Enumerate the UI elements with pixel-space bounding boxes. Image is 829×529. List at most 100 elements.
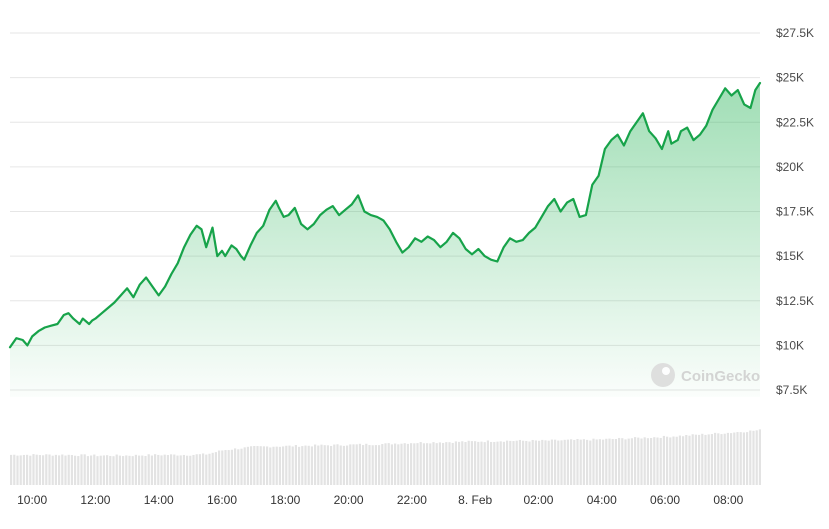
volume-bar bbox=[534, 440, 537, 485]
x-tick-label: 08:00 bbox=[713, 493, 743, 507]
volume-bar bbox=[138, 455, 141, 485]
volume-bar bbox=[224, 450, 227, 485]
volume-bar bbox=[157, 454, 160, 485]
volume-bar bbox=[458, 441, 461, 485]
volume-bar bbox=[320, 444, 323, 485]
volume-bar bbox=[496, 441, 499, 485]
volume-bar bbox=[250, 446, 253, 485]
price-area bbox=[8, 81, 762, 397]
volume-bar bbox=[333, 444, 336, 485]
volume-bar bbox=[384, 443, 387, 485]
volume-bar bbox=[294, 445, 297, 485]
volume-bar bbox=[586, 439, 589, 485]
x-tick-label: 14:00 bbox=[144, 493, 174, 507]
volume-bar bbox=[634, 437, 637, 485]
x-tick-label: 02:00 bbox=[523, 493, 553, 507]
x-tick-label: 10:00 bbox=[17, 493, 47, 507]
volume-bar bbox=[262, 446, 265, 485]
volume-bar bbox=[499, 441, 502, 485]
volume-bar bbox=[573, 439, 576, 485]
volume-bar bbox=[445, 442, 448, 485]
y-tick-label: $20K bbox=[776, 160, 804, 174]
volume-bar bbox=[672, 436, 675, 485]
x-tick-label: 16:00 bbox=[207, 493, 237, 507]
volume-bar bbox=[291, 446, 294, 485]
coingecko-logo-eye-icon bbox=[662, 367, 670, 375]
volume-bar bbox=[365, 443, 368, 485]
volume-bar bbox=[550, 439, 553, 485]
volume-bar bbox=[707, 434, 710, 485]
volume-bar bbox=[358, 443, 361, 485]
volume-bar bbox=[438, 442, 441, 485]
coingecko-watermark: CoinGecko bbox=[651, 363, 760, 387]
volume-bar bbox=[19, 455, 22, 485]
volume-bars bbox=[10, 429, 761, 485]
volume-bar bbox=[38, 455, 41, 485]
volume-bar bbox=[221, 450, 224, 485]
volume-bar bbox=[605, 438, 608, 485]
x-axis-ticks: 10:00 12:00 14:00 16:00 18:00 20:00 22:00 8. Fe… bbox=[17, 493, 744, 507]
volume-bar bbox=[701, 433, 704, 485]
volume-bar bbox=[742, 432, 745, 485]
volume-bar bbox=[614, 439, 617, 485]
volume-bar bbox=[554, 439, 557, 485]
volume-bar bbox=[259, 446, 262, 485]
volume-bar bbox=[675, 436, 678, 485]
volume-bar bbox=[202, 453, 205, 485]
volume-bar bbox=[346, 445, 349, 485]
price-area-fill bbox=[10, 83, 760, 397]
volume-bar bbox=[99, 455, 102, 485]
volume-bar bbox=[70, 455, 73, 485]
volume-bar bbox=[214, 452, 217, 485]
volume-bar bbox=[307, 445, 310, 485]
volume-bar bbox=[582, 439, 585, 485]
volume-bar bbox=[285, 445, 288, 485]
volume-bar bbox=[237, 449, 240, 485]
volume-bar bbox=[61, 454, 64, 485]
volume-bar bbox=[720, 434, 723, 485]
volume-bar bbox=[646, 438, 649, 485]
volume-bar bbox=[64, 455, 67, 485]
volume-bar bbox=[746, 432, 749, 485]
volume-bar bbox=[502, 441, 505, 485]
volume-bar bbox=[326, 445, 329, 485]
volume-bar bbox=[611, 439, 614, 485]
volume-bar bbox=[640, 438, 643, 485]
volume-bar bbox=[240, 448, 243, 485]
x-tick-label: 8. Feb bbox=[458, 493, 492, 507]
volume-bar bbox=[83, 454, 86, 485]
volume-bar bbox=[563, 439, 566, 485]
volume-bar bbox=[45, 454, 48, 485]
volume-bar bbox=[198, 454, 201, 485]
volume-bar bbox=[253, 446, 256, 485]
volume-bar bbox=[410, 443, 413, 485]
volume-bar bbox=[352, 444, 355, 485]
volume-bar bbox=[589, 440, 592, 485]
volume-bar bbox=[32, 454, 35, 485]
volume-bar bbox=[54, 454, 57, 485]
volume-bar bbox=[336, 444, 339, 485]
volume-bar bbox=[330, 445, 333, 485]
x-tick-label: 18:00 bbox=[270, 493, 300, 507]
volume-bar bbox=[26, 454, 29, 485]
volume-bar bbox=[490, 441, 493, 485]
volume-bar bbox=[179, 455, 182, 485]
volume-bar bbox=[131, 456, 134, 485]
volume-bar bbox=[541, 439, 544, 485]
volume-bar bbox=[560, 440, 563, 485]
volume-bar bbox=[77, 456, 80, 485]
volume-bar bbox=[397, 444, 400, 485]
volume-bar bbox=[486, 440, 489, 485]
volume-bar bbox=[173, 454, 176, 485]
volume-bar bbox=[374, 445, 377, 485]
volume-bar bbox=[51, 455, 54, 485]
volume-bar bbox=[512, 441, 515, 485]
y-tick-label: $17.5K bbox=[776, 205, 814, 219]
volume-bar bbox=[115, 454, 118, 485]
volume-bar bbox=[688, 435, 691, 485]
volume-bar bbox=[547, 440, 550, 485]
volume-bar bbox=[579, 439, 582, 485]
volume-bar bbox=[304, 445, 307, 485]
